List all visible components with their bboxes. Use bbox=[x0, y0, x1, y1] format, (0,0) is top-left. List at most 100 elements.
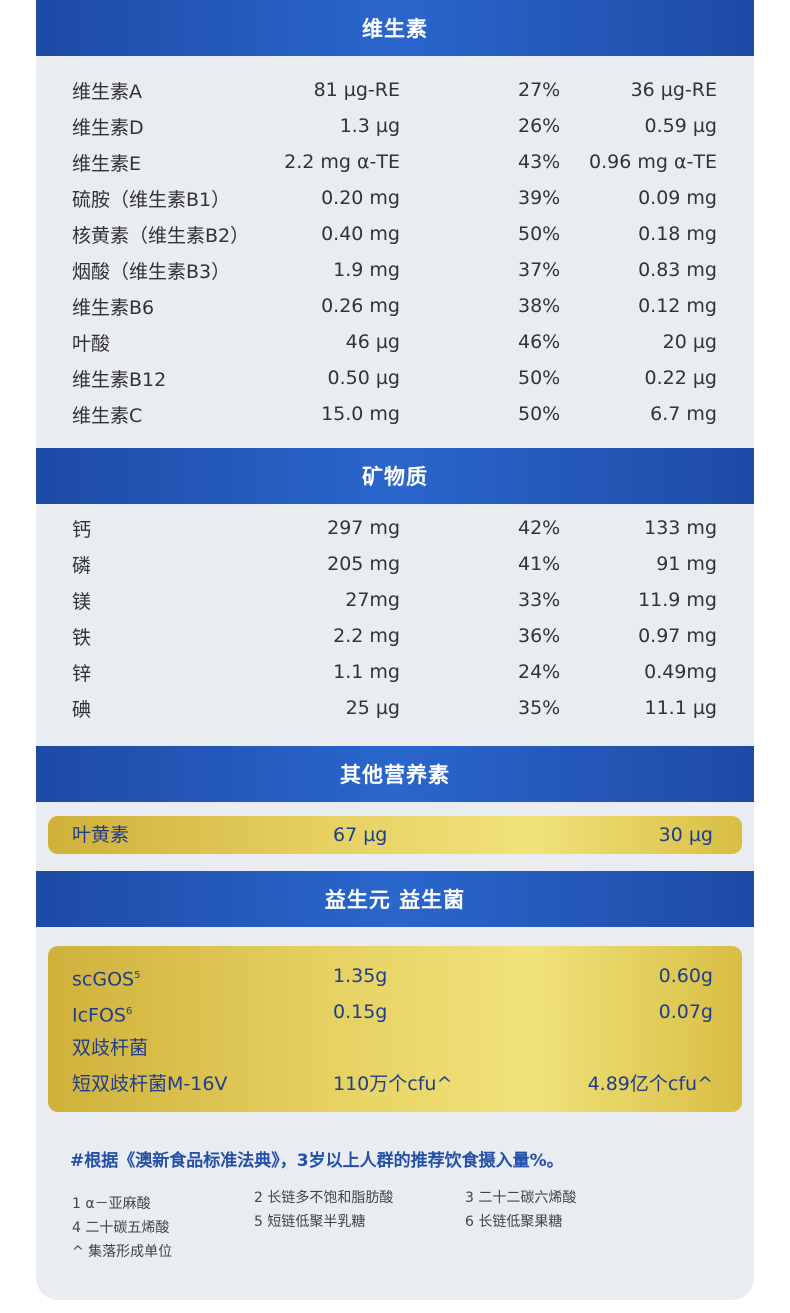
footnote-marker: 5 bbox=[134, 970, 141, 981]
table-row: 碘 25 µg 35% 11.1 µg bbox=[0, 690, 790, 726]
footnote-5: 5 短链低聚半乳糖 bbox=[254, 1214, 366, 1230]
section-header-minerals: 矿物质 bbox=[36, 448, 754, 504]
amount-per-serving: 20 µg bbox=[662, 331, 717, 353]
nutrient-name: 维生素E bbox=[72, 152, 142, 175]
table-row: 维生素A 81 µg-RE 27% 36 µg-RE bbox=[0, 72, 790, 108]
table-row: scGOS5 1.35g 0.60g bbox=[0, 958, 790, 994]
table-row: 磷 205 mg 41% 91 mg bbox=[0, 546, 790, 582]
table-row: 维生素B6 0.26 mg 38% 0.12 mg bbox=[0, 288, 790, 324]
table-row: 维生素C 15.0 mg 50% 6.7 mg bbox=[0, 396, 790, 432]
amount-per-serving: 0.49mg bbox=[644, 661, 717, 683]
amount-per-100g: 0.20 mg bbox=[321, 187, 400, 209]
amount-per-serving: 0.18 mg bbox=[638, 223, 717, 245]
nutrient-name: 钙 bbox=[72, 518, 92, 541]
nutrient-name: 烟酸（维生素B3） bbox=[72, 260, 231, 283]
others-highlight bbox=[48, 816, 742, 854]
footnote-4: 4 二十碳五烯酸 bbox=[72, 1220, 170, 1236]
amount-per-serving: 6.7 mg bbox=[650, 403, 717, 425]
nutrient-name: 叶黄素 bbox=[72, 817, 129, 853]
rdi-note: #根据《澳新食品标准法典》，3岁以上人群的推荐饮食摄入量%。 bbox=[70, 1151, 564, 1171]
rdi-percent: 42% bbox=[518, 517, 561, 539]
rdi-percent: 24% bbox=[518, 661, 561, 683]
table-row: 镁 27mg 33% 11.9 mg bbox=[0, 582, 790, 618]
rdi-percent: 43% bbox=[518, 151, 561, 173]
table-row: 核黄素（维生素B2） 0.40 mg 50% 0.18 mg bbox=[0, 216, 790, 252]
amount-per-100g: 25 µg bbox=[345, 697, 400, 719]
amount-per-serving: 0.60g bbox=[658, 965, 713, 987]
table-row: 维生素B12 0.50 µg 50% 0.22 µg bbox=[0, 360, 790, 396]
amount-per-100g: 1.9 mg bbox=[333, 259, 400, 281]
amount-per-100g: 0.40 mg bbox=[321, 223, 400, 245]
nutrient-name: 核黄素（维生素B2） bbox=[72, 224, 250, 247]
amount-per-serving: 91 mg bbox=[656, 553, 717, 575]
nutrient-name-text: 双歧杆菌 bbox=[72, 1037, 149, 1059]
nutrient-name: 维生素B12 bbox=[72, 368, 167, 391]
rdi-percent: 26% bbox=[518, 115, 561, 137]
table-row: 钙 297 mg 42% 133 mg bbox=[0, 510, 790, 546]
footnote-3: 3 二十二碳六烯酸 bbox=[465, 1190, 577, 1206]
amount-per-serving: 0.09 mg bbox=[638, 187, 717, 209]
amount-per-100g: 1.1 mg bbox=[333, 661, 400, 683]
nutrient-name-text: IcFOS bbox=[72, 1004, 126, 1027]
nutrient-name: 碘 bbox=[72, 698, 92, 721]
amount-per-100g: 81 µg-RE bbox=[313, 79, 400, 101]
amount-per-serving: 4.89亿个cfu^ bbox=[587, 1073, 713, 1095]
amount-per-100g: 297 mg bbox=[327, 517, 400, 539]
nutrient-name: 维生素C bbox=[72, 404, 143, 427]
table-row: 烟酸（维生素B3） 1.9 mg 37% 0.83 mg bbox=[0, 252, 790, 288]
table-row: 铁 2.2 mg 36% 0.97 mg bbox=[0, 618, 790, 654]
table-row: 叶酸 46 µg 46% 20 µg bbox=[0, 324, 790, 360]
section-header-probiotics: 益生元 益生菌 bbox=[36, 871, 754, 927]
amount-per-serving: 0.96 mg α-TE bbox=[589, 151, 717, 173]
amount-per-100g: 0.50 µg bbox=[327, 367, 401, 389]
amount-per-100g: 27mg bbox=[345, 589, 400, 611]
footnote-7: ^ 集落形成单位 bbox=[72, 1244, 173, 1260]
nutrient-name: 锌 bbox=[72, 662, 92, 685]
rdi-percent: 41% bbox=[518, 553, 561, 575]
table-row: 硫胺（维生素B1） 0.20 mg 39% 0.09 mg bbox=[0, 180, 790, 216]
rdi-percent: 37% bbox=[518, 259, 561, 281]
footnote-6: 6 长链低聚果糖 bbox=[465, 1214, 563, 1230]
nutrient-name: IcFOS6 bbox=[72, 994, 132, 1033]
table-row: 维生素D 1.3 µg 26% 0.59 µg bbox=[0, 108, 790, 144]
amount-per-serving: 36 µg-RE bbox=[630, 79, 717, 101]
nutrient-name: 叶酸 bbox=[72, 332, 111, 355]
footnote-2: 2 长链多不饱和脂肪酸 bbox=[254, 1190, 394, 1206]
amount-per-100g: 0.26 mg bbox=[321, 295, 400, 317]
amount-per-100g: 205 mg bbox=[327, 553, 400, 575]
rdi-percent: 50% bbox=[518, 403, 561, 425]
footnote-1: 1 α－亚麻酸 bbox=[72, 1196, 151, 1212]
amount-per-100g: 67 µg bbox=[333, 824, 388, 846]
amount-per-100g: 110万个cfu^ bbox=[333, 1073, 453, 1095]
amount-per-100g: 46 µg bbox=[345, 331, 400, 353]
amount-per-100g: 1.35g bbox=[333, 965, 388, 987]
rdi-percent: 27% bbox=[518, 79, 561, 101]
table-row: 锌 1.1 mg 24% 0.49mg bbox=[0, 654, 790, 690]
nutrient-name: 镁 bbox=[72, 590, 92, 613]
rdi-percent: 50% bbox=[518, 223, 561, 245]
amount-per-serving: 11.1 µg bbox=[644, 697, 718, 719]
nutrient-name: 维生素B6 bbox=[72, 296, 155, 319]
amount-per-100g: 15.0 mg bbox=[321, 403, 400, 425]
amount-per-100g: 1.3 µg bbox=[339, 115, 400, 137]
rdi-percent: 46% bbox=[518, 331, 561, 353]
table-row: IcFOS6 0.15g 0.07g bbox=[0, 994, 790, 1030]
nutrient-name: 维生素D bbox=[72, 116, 144, 139]
nutrient-name: scGOS5 bbox=[72, 958, 140, 997]
amount-per-serving: 0.59 µg bbox=[644, 115, 718, 137]
amount-per-100g: 0.15g bbox=[333, 1001, 388, 1023]
amount-per-serving: 133 mg bbox=[644, 517, 717, 539]
amount-per-serving: 0.97 mg bbox=[638, 625, 717, 647]
nutrient-name: 铁 bbox=[72, 626, 92, 649]
amount-per-serving: 0.22 µg bbox=[644, 367, 718, 389]
nutrient-name: 硫胺（维生素B1） bbox=[72, 188, 231, 211]
probiotics-highlight bbox=[48, 946, 742, 1112]
table-row: 叶黄素 67 µg 30 µg bbox=[0, 817, 790, 853]
table-row: 短双歧杆菌M-16V 110万个cfu^ 4.89亿个cfu^ bbox=[0, 1066, 790, 1102]
table-row: 维生素E 2.2 mg α-TE 43% 0.96 mg α-TE bbox=[0, 144, 790, 180]
rdi-percent: 35% bbox=[518, 697, 561, 719]
amount-per-serving: 0.07g bbox=[658, 1001, 713, 1023]
nutrient-name: 维生素A bbox=[72, 80, 142, 103]
rdi-percent: 50% bbox=[518, 367, 561, 389]
nutrient-name: 短双歧杆菌M-16V bbox=[72, 1066, 227, 1102]
